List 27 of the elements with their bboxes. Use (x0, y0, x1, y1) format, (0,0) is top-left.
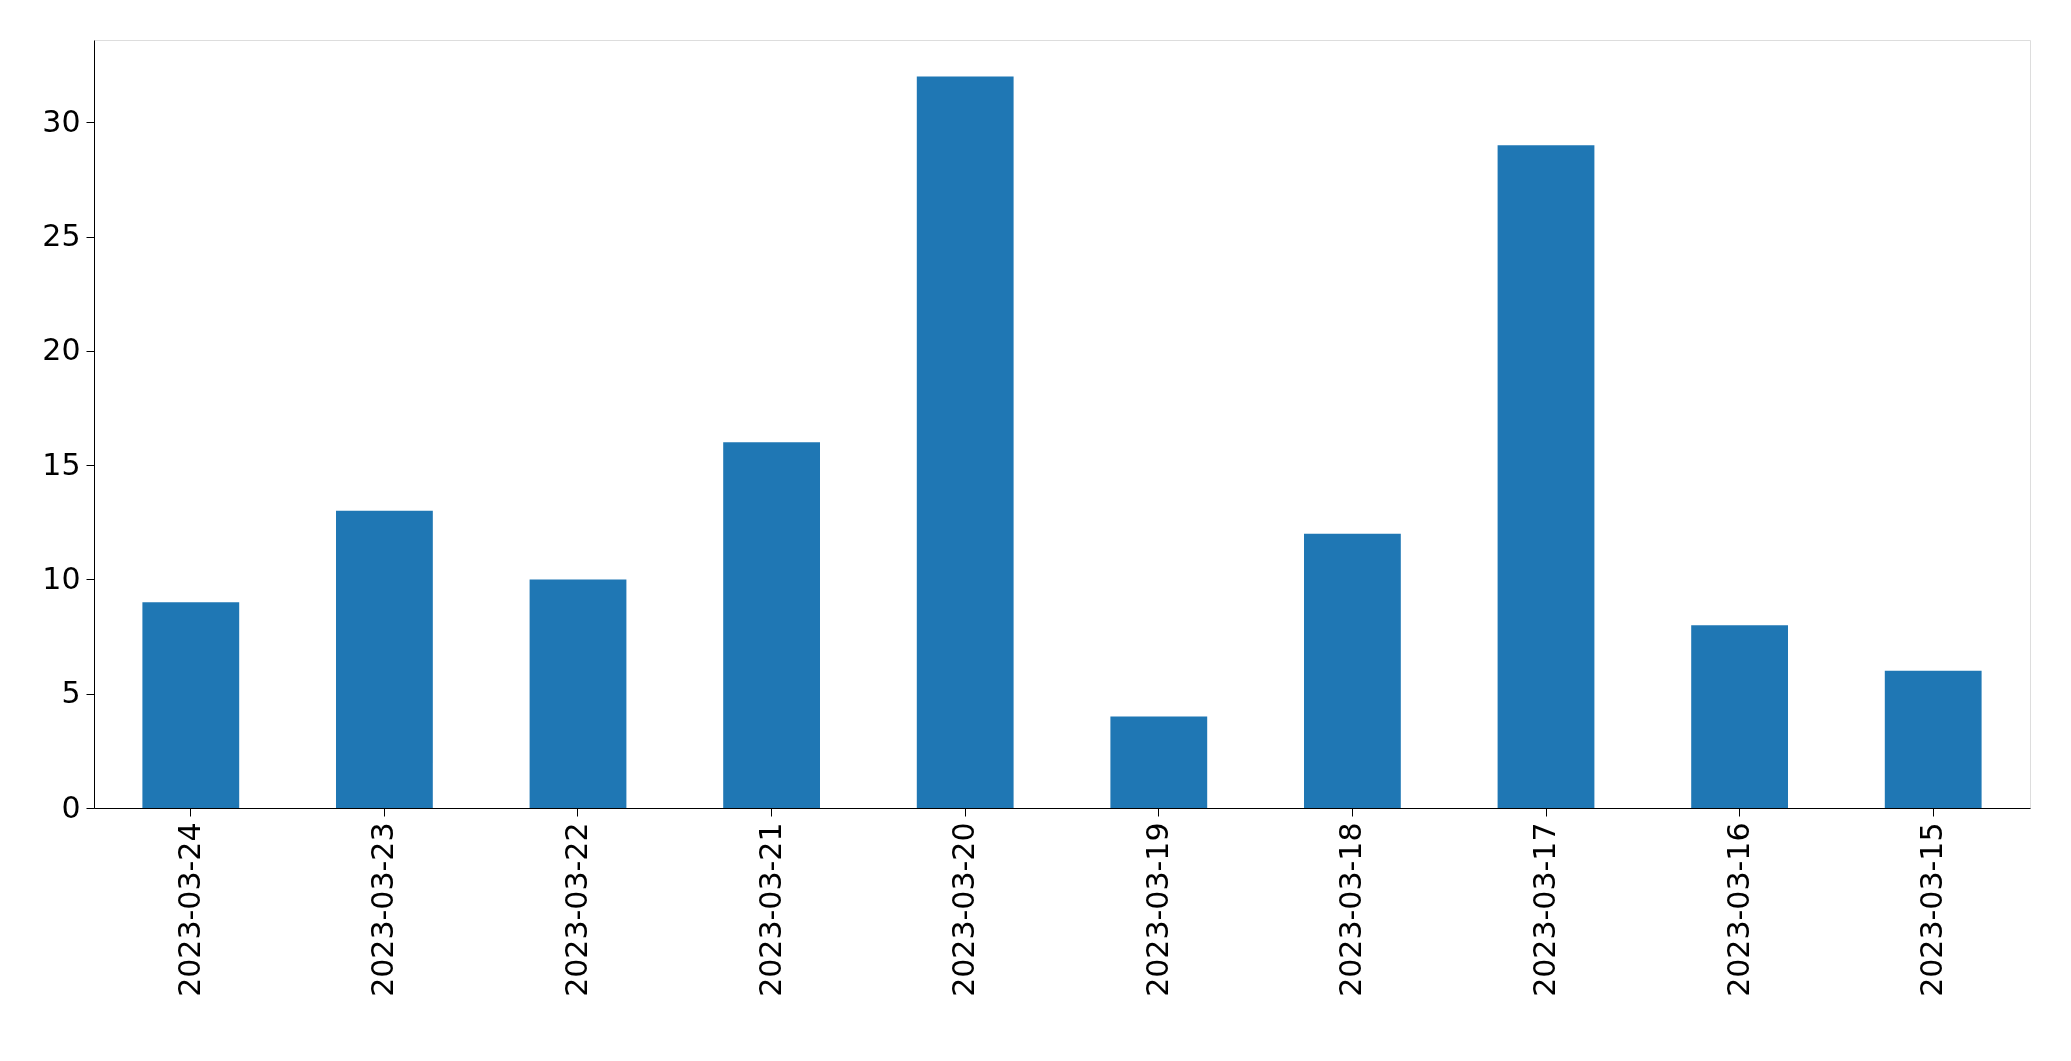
y-tick-label: 5 (61, 675, 81, 711)
x-tick-label: 2023-03-19 (1139, 822, 1175, 997)
y-tick-label: 20 (42, 332, 81, 368)
x-tick-label: 2023-03-15 (1914, 822, 1950, 997)
bar (1691, 625, 1788, 808)
x-tick-label: 2023-03-20 (946, 822, 982, 997)
y-tick-label: 15 (42, 446, 81, 482)
x-tick-label: 2023-03-21 (752, 822, 788, 997)
y-tick-label: 30 (42, 103, 81, 139)
bar (723, 442, 820, 808)
bar (529, 579, 627, 808)
x-tick-label: 2023-03-18 (1333, 822, 1369, 997)
x-tick-label: 2023-03-23 (365, 822, 401, 997)
x-tick-label: 2023-03-17 (1527, 822, 1562, 997)
y-tick-label: 25 (42, 218, 81, 254)
bar (336, 510, 433, 808)
x-tick-label: 2023-03-22 (559, 822, 594, 997)
bar (1497, 145, 1595, 808)
y-tick-label: 0 (61, 789, 81, 825)
bar (1110, 716, 1208, 808)
y-tick-label: 10 (42, 560, 81, 596)
bar (1304, 533, 1401, 808)
x-tick-label: 2023-03-24 (171, 822, 207, 997)
bar (142, 602, 240, 808)
bar (916, 76, 1014, 808)
x-tick-label: 2023-03-16 (1720, 822, 1756, 997)
bar (1884, 670, 1982, 808)
